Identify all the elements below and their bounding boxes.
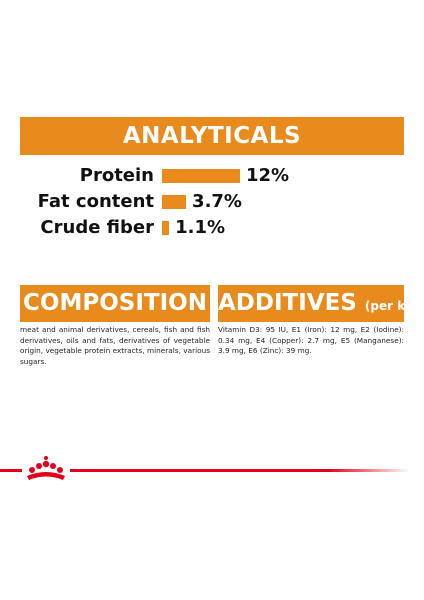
bar bbox=[162, 195, 187, 209]
additives-header: ADDITIVES (per kg) bbox=[218, 285, 419, 322]
composition-title: COMPOSITION bbox=[20, 285, 210, 322]
nutrient-name: Crude fiber bbox=[40, 217, 154, 238]
footer-logo bbox=[0, 456, 410, 484]
divider-line bbox=[0, 469, 410, 472]
additives-text: Vitamin D3: 95 IU, E1 (Iron): 12 mg, E2 … bbox=[218, 325, 404, 355]
nutrient-name: Fat content bbox=[37, 191, 154, 212]
value-label: 3.7% bbox=[192, 191, 242, 212]
analytical-row: Fat content 3.7% bbox=[0, 190, 424, 214]
bar bbox=[162, 221, 170, 235]
nutrient-name: Protein bbox=[79, 165, 154, 186]
additives-title: ADDITIVES bbox=[218, 290, 357, 316]
analytical-row: Protein 12% bbox=[0, 164, 424, 188]
value-label: 1.1% bbox=[175, 217, 226, 238]
value-label: 12% bbox=[246, 165, 290, 186]
crown bbox=[27, 456, 65, 480]
bar bbox=[162, 169, 240, 183]
analyticals-title: ANALYTICALS CONSTITUENTS bbox=[20, 117, 404, 187]
composition-text: meat and animal derivatives, cereals, fi… bbox=[20, 325, 210, 366]
analytical-row: Crude fiber 1.1% bbox=[0, 216, 424, 240]
additives-subtitle: (per kg) bbox=[364, 299, 420, 313]
